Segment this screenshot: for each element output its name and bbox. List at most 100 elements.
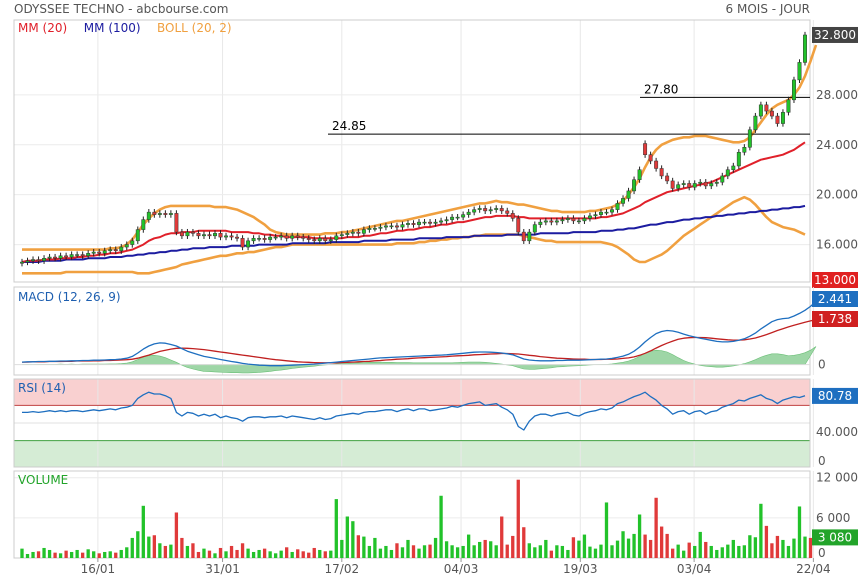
candle [587,215,592,219]
candle [615,203,620,210]
volume-bar [538,545,542,558]
volume-bar [593,548,598,558]
candle [483,208,488,212]
volume-bar [334,499,338,558]
candle [102,250,107,254]
candle [113,249,118,252]
volume-bar [400,547,405,558]
volume-bar [224,551,228,558]
volume-bar [560,545,565,558]
volume-bar [461,545,465,558]
candle [213,233,217,237]
candle [775,115,780,124]
volume-panel: 12 000 6 000 0 VOLUME 3 080 [13,470,858,560]
volume-bar [786,545,791,558]
volume-bar [307,552,311,558]
volume-bar [345,516,349,558]
chart-period: 6 MOIS - JOUR [726,2,810,16]
volume-bar [213,553,217,558]
x-tick-label: 22/04 [796,562,831,576]
candle [417,221,421,225]
candle [543,220,548,223]
candle [450,216,455,220]
volume-bar [489,541,493,558]
candle [124,244,129,248]
candle [698,181,703,184]
signal-badge-bg [812,311,858,327]
candle [665,175,670,182]
candle [339,234,344,237]
volume-bar [367,545,372,558]
last-price-badge-bg [812,26,858,43]
volume-bar [81,552,85,558]
volume-bar [185,545,190,558]
rsi-badge: 80.78 [818,389,852,403]
volume-bar [389,549,394,558]
volume-bar [737,545,741,558]
candle [599,211,603,215]
candle [792,79,796,101]
candle [670,180,675,189]
candle [174,213,179,233]
candle [510,213,515,219]
macd-tick-label: 0 [818,358,826,372]
volume-bar [273,553,278,558]
candle [378,226,383,229]
volume-bar [621,531,625,558]
candle [444,219,449,222]
candle [610,209,614,213]
rsi-badge-bg [812,387,858,404]
price-tick-label: 28.000 [816,88,858,102]
volume-badge-bg [812,529,858,546]
candle [736,151,741,167]
candle [306,238,311,240]
volume-bar [229,545,234,558]
candle [246,240,251,248]
candle [135,229,140,242]
candle [687,183,692,188]
volume-bar [753,537,758,558]
volume-bar [455,547,460,558]
macd-frame [13,286,811,376]
volume-bar [742,545,746,558]
candle [334,235,339,240]
candle [527,231,532,242]
candle [742,147,747,153]
candle [69,254,74,258]
volume-bar [698,531,702,558]
mm20-line [21,141,806,263]
volume-bar [444,541,449,558]
candle [251,238,256,242]
candle [202,234,206,237]
candle [505,210,510,214]
volume-bar [682,550,686,558]
x-tick-label: 16/01 [81,562,116,576]
volume-bar [257,549,261,558]
candle [714,181,719,184]
price-tick-label: 20.000 [816,188,858,202]
candle [560,219,565,222]
volume-bar [384,545,388,558]
candle [764,104,769,112]
last-price-badge: 32.800 [814,28,856,42]
candle [361,229,366,234]
candle [632,179,637,192]
volume-tick-label: 12 000 [816,471,858,485]
volume-bar [290,551,294,558]
candle [279,235,284,238]
candle [356,231,361,234]
candle [58,255,63,259]
volume-bar [433,537,438,558]
candle [406,223,410,225]
macd-histogram [21,346,817,374]
volume-bar [108,551,112,558]
volume-bar [775,535,780,558]
candle [47,256,52,259]
candle [383,225,388,228]
volume-bar [75,549,79,558]
bottom-price-badge-bg [812,272,858,288]
volume-bar [797,506,802,558]
volume-bar [373,537,377,558]
candle [328,239,333,242]
